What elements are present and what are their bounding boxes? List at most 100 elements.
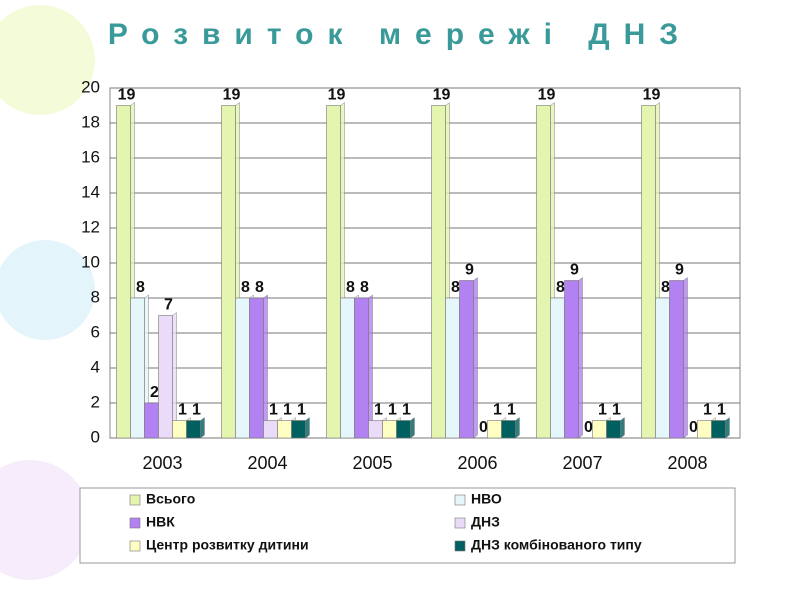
data-label: 9 bbox=[570, 262, 579, 279]
bar bbox=[606, 420, 621, 439]
bar bbox=[592, 420, 607, 439]
bar-side bbox=[200, 417, 205, 439]
y-tick-label: 2 bbox=[91, 392, 100, 411]
bar bbox=[186, 420, 201, 439]
bar bbox=[501, 420, 516, 439]
data-label: 9 bbox=[465, 262, 474, 279]
data-label: 0 bbox=[584, 419, 593, 436]
data-label: 8 bbox=[255, 279, 264, 296]
data-label: 8 bbox=[136, 279, 145, 296]
bar-side bbox=[263, 294, 268, 439]
data-label: 8 bbox=[360, 279, 369, 296]
bar bbox=[445, 297, 460, 439]
bar bbox=[263, 420, 278, 439]
bar bbox=[711, 420, 726, 439]
bar bbox=[277, 420, 292, 439]
data-label: 19 bbox=[223, 87, 241, 104]
bar bbox=[368, 420, 383, 439]
bar bbox=[354, 297, 369, 439]
legend-box bbox=[79, 487, 736, 564]
bar bbox=[235, 297, 250, 439]
data-label: 1 bbox=[402, 402, 411, 419]
y-tick-label: 8 bbox=[91, 287, 100, 306]
bar bbox=[340, 297, 355, 439]
bar bbox=[221, 105, 236, 439]
y-tick-label: 12 bbox=[81, 217, 100, 236]
legend-swatch bbox=[454, 494, 466, 506]
bar-side bbox=[725, 417, 730, 439]
y-tick-label: 10 bbox=[81, 252, 100, 271]
bar-side bbox=[620, 417, 625, 439]
x-tick-label: 2007 bbox=[562, 453, 602, 473]
bar-side bbox=[172, 312, 177, 439]
legend-swatch bbox=[129, 494, 141, 506]
bar-side bbox=[368, 294, 373, 439]
legend-swatch bbox=[129, 517, 141, 529]
y-tick-label: 4 bbox=[91, 357, 100, 376]
data-label: 7 bbox=[164, 297, 173, 314]
bar bbox=[487, 420, 502, 439]
data-label: 19 bbox=[433, 87, 451, 104]
data-label: 1 bbox=[178, 402, 187, 419]
data-label: 2 bbox=[150, 384, 159, 401]
legend-label: ДНЗ bbox=[471, 514, 500, 530]
balloon-decoration bbox=[0, 240, 95, 340]
balloon-decoration bbox=[0, 5, 95, 115]
bar-side bbox=[515, 417, 520, 439]
y-tick-label: 20 bbox=[81, 77, 100, 96]
data-label: 9 bbox=[675, 262, 684, 279]
balloon-decoration bbox=[0, 460, 90, 580]
legend-swatch bbox=[454, 517, 466, 529]
bar bbox=[158, 315, 173, 439]
bar-side bbox=[473, 277, 478, 439]
data-label: 1 bbox=[598, 402, 607, 419]
data-label: 1 bbox=[507, 402, 516, 419]
data-label: 1 bbox=[269, 402, 278, 419]
bar bbox=[655, 297, 670, 439]
data-label: 1 bbox=[374, 402, 383, 419]
data-label: 19 bbox=[643, 87, 661, 104]
data-label: 19 bbox=[328, 87, 346, 104]
bar-side bbox=[683, 277, 688, 439]
x-tick-label: 2008 bbox=[667, 453, 707, 473]
data-label: 1 bbox=[192, 402, 201, 419]
legend-swatch bbox=[454, 540, 466, 552]
data-label: 1 bbox=[612, 402, 621, 419]
bar-side bbox=[578, 277, 583, 439]
bar bbox=[249, 297, 264, 439]
x-tick-label: 2003 bbox=[142, 453, 182, 473]
data-label: 1 bbox=[297, 402, 306, 419]
bar bbox=[291, 420, 306, 439]
legend-swatch bbox=[129, 540, 141, 552]
data-label: 1 bbox=[388, 402, 397, 419]
y-tick-label: 6 bbox=[91, 322, 100, 341]
y-tick-label: 0 bbox=[91, 427, 100, 446]
data-label: 1 bbox=[493, 402, 502, 419]
bar bbox=[396, 420, 411, 439]
y-tick-label: 18 bbox=[81, 112, 100, 131]
x-tick-label: 2006 bbox=[457, 453, 497, 473]
y-tick-label: 16 bbox=[81, 147, 100, 166]
data-label: 8 bbox=[556, 279, 565, 296]
data-label: 8 bbox=[661, 279, 670, 296]
bar bbox=[382, 420, 397, 439]
bar bbox=[536, 105, 551, 439]
bar bbox=[116, 105, 131, 439]
bar bbox=[431, 105, 446, 439]
bar bbox=[326, 105, 341, 439]
bar bbox=[144, 402, 159, 439]
bar-side bbox=[410, 417, 415, 439]
data-label: 0 bbox=[479, 419, 488, 436]
bar-side bbox=[305, 417, 310, 439]
bar bbox=[459, 280, 474, 439]
bar bbox=[130, 297, 145, 439]
data-label: 8 bbox=[451, 279, 460, 296]
data-label: 19 bbox=[538, 87, 556, 104]
x-tick-label: 2004 bbox=[247, 453, 287, 473]
bar bbox=[172, 420, 187, 439]
legend-label: ДНЗ комбінованого типу bbox=[471, 537, 642, 553]
y-tick-label: 14 bbox=[81, 182, 100, 201]
data-label: 0 bbox=[689, 419, 698, 436]
legend-label: Всього bbox=[146, 491, 195, 507]
